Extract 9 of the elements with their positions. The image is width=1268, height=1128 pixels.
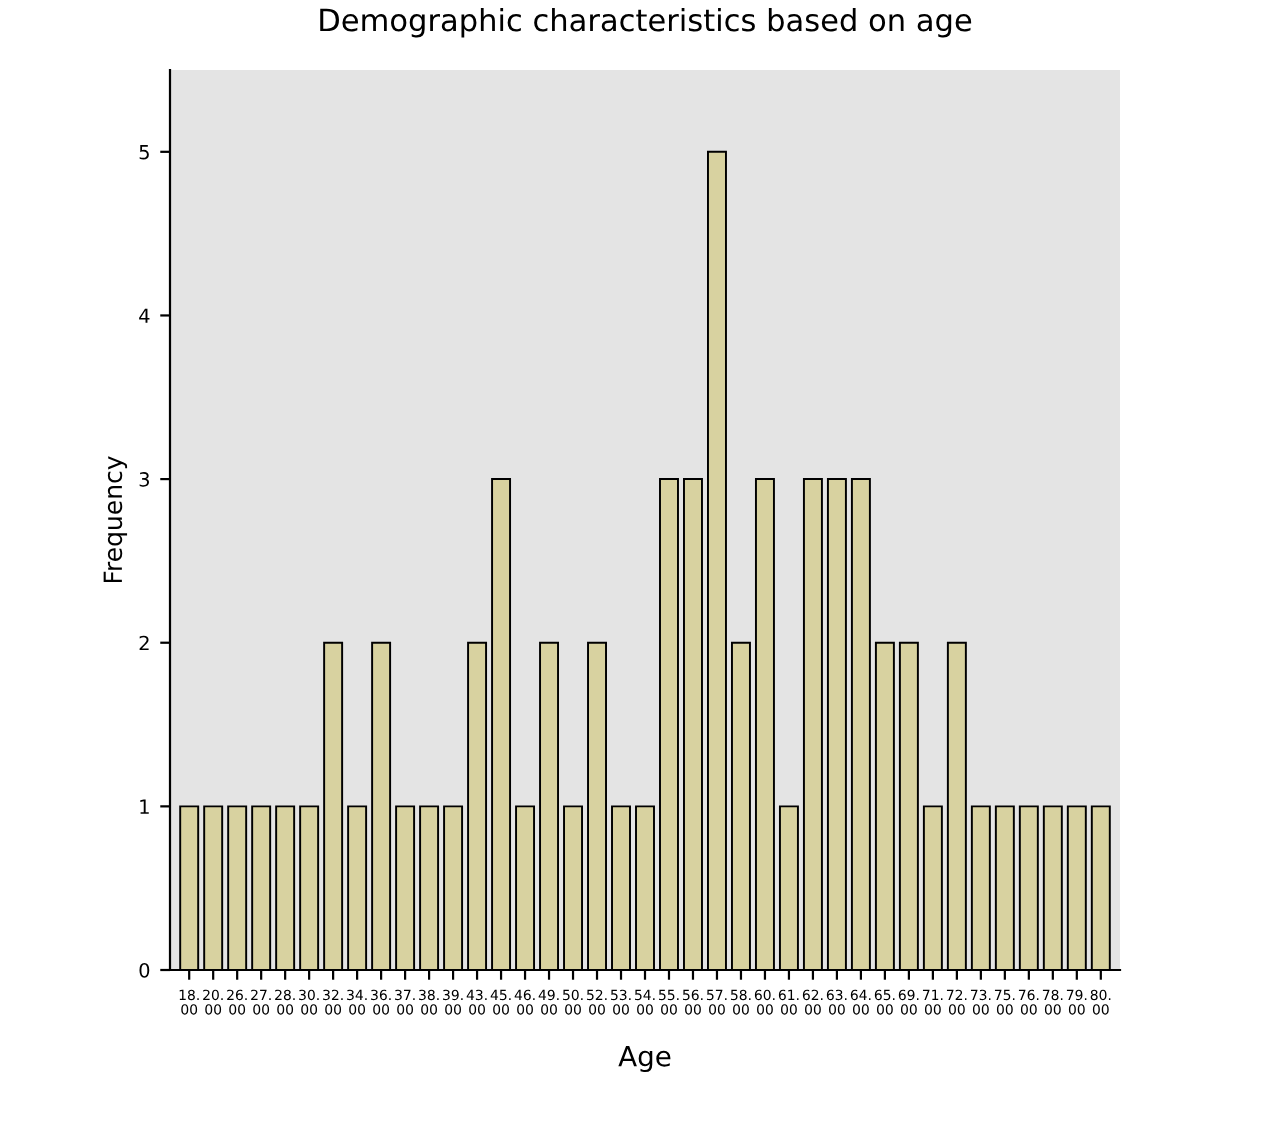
chart-title: Demographic characteristics based on age [320,7,972,38]
y-tick-label: 4 [139,308,150,323]
y-tick-label: 1 [140,799,149,814]
x-axis-title: Age [618,1046,671,1073]
y-tick-label: 3 [139,472,149,487]
y-axis-title: Frequency [103,456,128,583]
y-tick-label: 5 [139,145,149,160]
y-tick-label: 2 [139,635,149,651]
y-tick-label: 0 [139,962,150,978]
